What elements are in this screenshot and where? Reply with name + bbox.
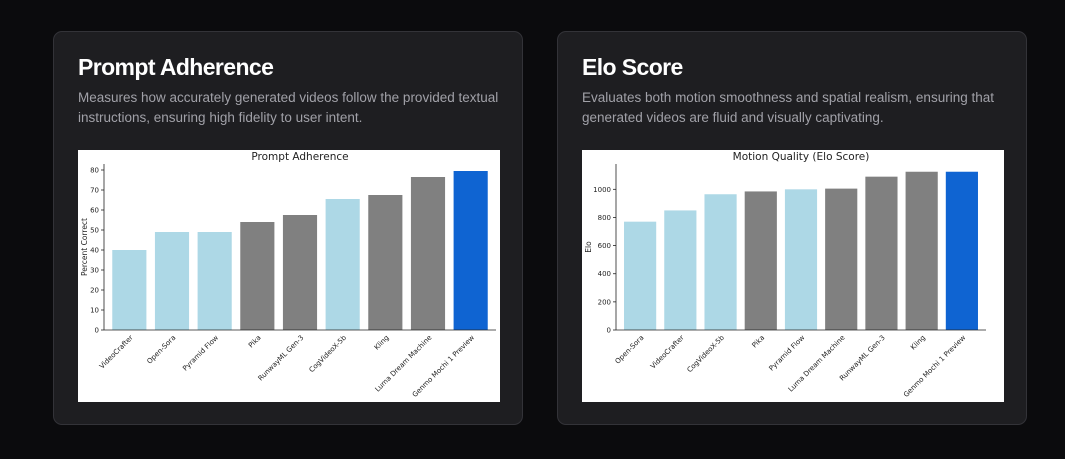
y-tick-label: 0 — [607, 327, 611, 335]
bar-pyramid-flow — [197, 232, 232, 330]
x-tick-label: CogVideoX-5b — [308, 333, 349, 374]
y-tick-label: 400 — [598, 270, 611, 278]
x-tick-label: RunwayML Gen-3 — [257, 334, 306, 383]
bar-videocrafter — [112, 250, 147, 330]
x-tick-label: CogVideoX-5b — [686, 333, 727, 374]
bar-genmo-mochi-1-preview — [453, 171, 488, 330]
y-tick-label: 70 — [90, 187, 99, 195]
prompt-adherence-card: Prompt Adherence Measures how accurately… — [53, 31, 523, 425]
chart-title: Motion Quality (Elo Score) — [733, 151, 870, 163]
x-tick-label: Kling — [909, 334, 927, 352]
bar-videocrafter — [664, 210, 697, 330]
bar-pyramid-flow — [784, 189, 818, 330]
y-tick-label: 1000 — [593, 186, 611, 194]
bar-pika — [744, 191, 777, 330]
bar-kling — [905, 171, 938, 330]
prompt-adherence-chart-svg: Prompt Adherence Percent Correct VideoCraf… — [80, 151, 496, 399]
bar-genmo-mochi-1-preview — [945, 171, 978, 330]
prompt-adherence-chart: Prompt Adherence Percent Correct VideoCraf… — [78, 150, 500, 402]
bar-pika — [240, 222, 275, 330]
bar-cogvideox-5b — [704, 194, 737, 330]
bar-luma-dream-machine — [825, 188, 858, 330]
elo-score-card: Elo Score Evaluates both motion smoothne… — [557, 31, 1027, 425]
x-tick-label: VideoCrafter — [98, 334, 135, 371]
bar-open-sora — [624, 221, 657, 330]
y-tick-label: 60 — [90, 207, 99, 215]
card-description: Measures how accurately generated videos… — [78, 90, 499, 125]
x-tick-label: Open-Sora — [614, 334, 646, 366]
x-tick-label: VideoCrafter — [649, 334, 686, 371]
x-tick-label: Pika — [750, 334, 766, 350]
elo-score-chart: Motion Quality (Elo Score) Elo Open-Sora Vi… — [582, 150, 1004, 402]
bar-kling — [368, 195, 403, 330]
bar-open-sora — [154, 232, 190, 330]
bar-runwayml-gen-3 — [865, 176, 898, 330]
bar-luma-dream-machine — [410, 177, 446, 330]
x-tick-label: Pika — [247, 334, 263, 350]
y-tick-label: 200 — [598, 298, 611, 306]
y-tick-label: 50 — [90, 227, 99, 235]
x-tick-label: Open-Sora — [146, 334, 178, 366]
card-description: Evaluates both motion smoothness and spa… — [582, 90, 994, 125]
bar-runwayml-gen-3 — [282, 215, 318, 330]
x-tick-label: Kling — [373, 334, 391, 352]
elo-score-chart-svg: Motion Quality (Elo Score) Elo Open-Sora Vi… — [584, 151, 986, 399]
card-title: Elo Score — [582, 54, 683, 80]
y-tick-label: 0 — [95, 327, 99, 335]
y-tick-label: 80 — [90, 167, 99, 175]
bar-cogvideox-5b — [325, 199, 360, 330]
y-tick-label: 30 — [90, 267, 99, 275]
x-tick-label: Pyramid Flow — [768, 334, 807, 373]
y-tick-label: 10 — [90, 307, 99, 315]
card-title: Prompt Adherence — [78, 54, 274, 80]
x-tick-label: Pyramid Flow — [181, 334, 220, 373]
y-axis-label: Elo — [584, 241, 593, 253]
x-tick-label: RunwayML Gen-3 — [838, 334, 887, 383]
y-axis-label: Percent Correct — [80, 218, 89, 276]
y-tick-label: 800 — [598, 214, 611, 222]
y-tick-label: 40 — [90, 247, 99, 255]
chart-title: Prompt Adherence — [251, 151, 348, 163]
y-tick-label: 600 — [598, 242, 611, 250]
y-tick-label: 20 — [90, 287, 99, 295]
